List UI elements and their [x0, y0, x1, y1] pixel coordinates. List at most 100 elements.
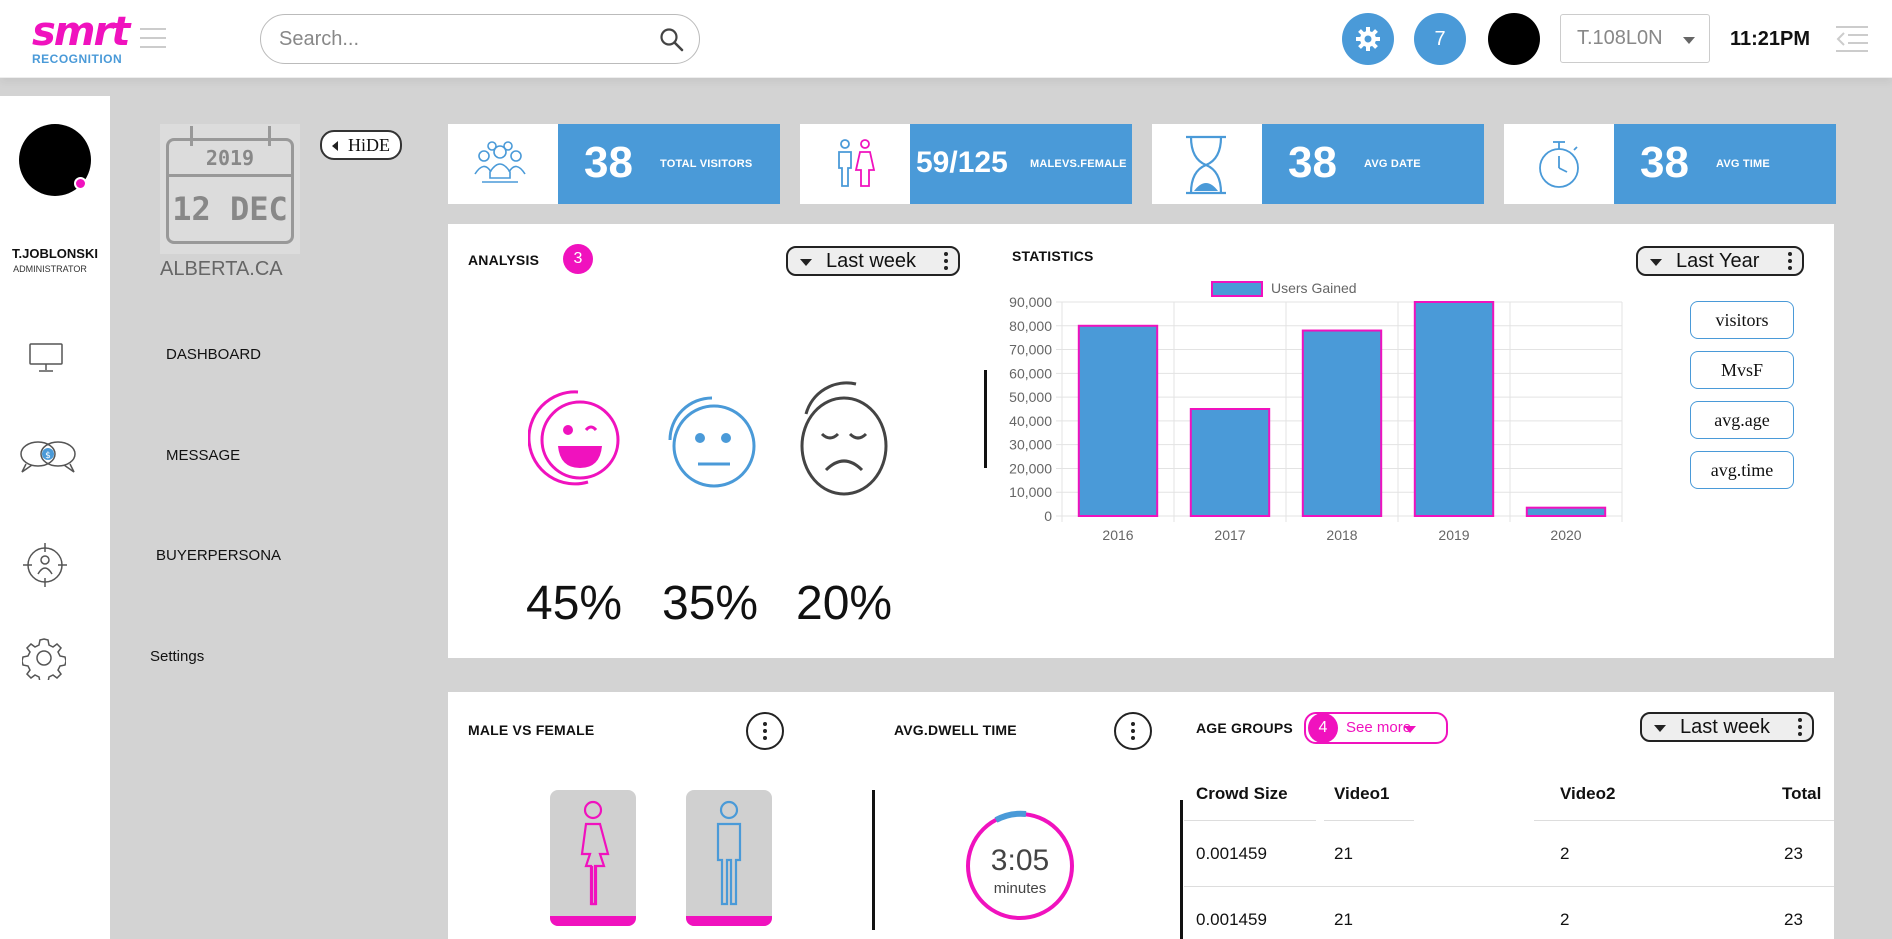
- mvsf-button[interactable]: MvsF: [1690, 351, 1794, 389]
- avg-age-button[interactable]: avg.age: [1690, 401, 1794, 439]
- user-avatar-button[interactable]: [1488, 13, 1540, 65]
- stat-value: 38: [584, 138, 633, 187]
- stat-card-male-female[interactable]: 59/125 MALEVS.FEMALE: [800, 124, 1132, 204]
- user-role: ADMINISTRATOR: [13, 264, 87, 274]
- bar[interactable]: [1189, 408, 1271, 517]
- user-select[interactable]: T.108L0N: [1560, 14, 1710, 63]
- statistics-filter-label: Last Year: [1676, 250, 1760, 272]
- analysis-title: ANALYSIS: [468, 252, 540, 268]
- user-name: T.JOBLONSKI: [12, 246, 98, 261]
- logo[interactable]: smrt RECOGNITION: [32, 9, 130, 66]
- menu-item-buyerpersona[interactable]: BUYERPERSONA: [156, 547, 282, 564]
- search-input[interactable]: [279, 25, 639, 53]
- avg-time-button[interactable]: avg.time: [1690, 451, 1794, 489]
- column-header[interactable]: Video1: [1334, 784, 1390, 803]
- calendar-year: 2019: [205, 146, 255, 170]
- hourglass-icon: [1182, 134, 1230, 201]
- target-person-icon[interactable]: [22, 542, 68, 593]
- y-tick-label: 0: [1044, 508, 1052, 524]
- caret-left-icon: [332, 141, 338, 151]
- gear-icon[interactable]: [21, 636, 67, 685]
- bar[interactable]: [1413, 301, 1495, 517]
- stat-card-avg-time[interactable]: 38 AVG TIME: [1504, 124, 1836, 204]
- statistics-filter-dropdown[interactable]: Last Year: [1636, 246, 1804, 276]
- neutral-percent: 35%: [662, 577, 759, 630]
- search-icon[interactable]: [659, 27, 685, 58]
- see-more-button[interactable]: See more: [1304, 712, 1448, 744]
- stat-card-total-visitors[interactable]: 38 TOTAL VISITORS: [448, 124, 780, 204]
- collapse-menu-icon[interactable]: [1834, 24, 1870, 59]
- divider: [872, 790, 875, 930]
- neutral-face-icon: [660, 388, 764, 503]
- monitor-icon[interactable]: [28, 342, 64, 379]
- hide-button[interactable]: HiDE: [320, 130, 402, 160]
- kebab-icon: [1798, 718, 1802, 739]
- y-tick-label: 30,000: [1009, 437, 1052, 453]
- x-tick-label: 2020: [1550, 527, 1581, 543]
- bottom-panel: MALE VS FEMALE AVG.DWELL TIME 3:05 minut…: [448, 692, 1834, 939]
- dwell-time-title: AVG.DWELL TIME: [894, 722, 1017, 738]
- gear-icon: [1356, 27, 1380, 51]
- avatar[interactable]: [19, 124, 91, 196]
- calendar-widget: 2019 12 DEC: [160, 124, 300, 254]
- y-tick-label: 20,000: [1009, 460, 1052, 476]
- stat-label: MALEVS.FEMALE: [1030, 158, 1127, 170]
- happy-percent: 45%: [526, 577, 623, 630]
- stat-value: 59/125: [916, 146, 1008, 179]
- dwell-time-value: 3:05: [990, 844, 1050, 877]
- menu-item-dashboard[interactable]: DASHBOARD: [166, 346, 262, 363]
- bar[interactable]: [1077, 324, 1159, 518]
- male-icon: [716, 800, 742, 906]
- column-header[interactable]: Crowd Size: [1196, 784, 1288, 803]
- logo-subtitle: RECOGNITION: [32, 52, 123, 66]
- kebab-icon: [763, 722, 767, 743]
- user-select-value: T.108L0N: [1577, 27, 1663, 49]
- column-header[interactable]: Total: [1782, 784, 1822, 803]
- menu-item-settings[interactable]: Settings: [150, 648, 205, 665]
- visitors-button[interactable]: visitors: [1690, 301, 1794, 339]
- table-cell: 21: [1334, 910, 1353, 929]
- chevron-down-icon: [1654, 725, 1666, 732]
- female-icon: [580, 800, 610, 906]
- dwell-time-menu-button[interactable]: [1114, 712, 1152, 750]
- chat-bubbles-icon[interactable]: $: [18, 436, 78, 481]
- age-groups-filter-dropdown[interactable]: Last week: [1640, 712, 1814, 742]
- table-cell: 23: [1784, 844, 1803, 863]
- column-header[interactable]: Video2: [1560, 784, 1616, 803]
- table-cell: 0.001459: [1196, 844, 1267, 863]
- table-cell: 21: [1334, 844, 1353, 863]
- x-tick-label: 2017: [1214, 527, 1245, 543]
- sad-face-icon: [792, 374, 896, 505]
- stat-label: TOTAL VISITORS: [660, 158, 753, 170]
- stat-card-avg-date[interactable]: 38 AVG DATE: [1152, 124, 1484, 204]
- statistics-title: STATISTICS: [1012, 248, 1094, 264]
- see-more-label: See more: [1346, 719, 1412, 736]
- legend-label[interactable]: Users Gained: [1271, 280, 1357, 296]
- age-groups-title: AGE GROUPS: [1196, 720, 1293, 736]
- stopwatch-icon: [1536, 138, 1582, 195]
- menu-item-message[interactable]: MESSAGE: [166, 447, 241, 464]
- kebab-icon: [944, 252, 948, 273]
- logo-text: smrt: [32, 9, 130, 55]
- chevron-down-icon: [1650, 259, 1662, 266]
- bar[interactable]: [1525, 506, 1607, 518]
- analysis-filter-dropdown[interactable]: Last week: [786, 246, 960, 276]
- male-bar: [686, 916, 772, 926]
- hamburger-icon[interactable]: [140, 28, 166, 55]
- table-cell: 23: [1784, 910, 1803, 929]
- female-bar: [550, 916, 636, 926]
- y-tick-label: 80,000: [1009, 318, 1052, 334]
- bar[interactable]: [1301, 329, 1383, 517]
- legend-swatch: [1211, 281, 1263, 297]
- divider: [984, 370, 987, 468]
- notifications-button[interactable]: 7: [1414, 13, 1466, 65]
- users-gained-chart: 2016 2017 2018 2019 2020 0 10,000 20,000 30,000…: [1009, 280, 1623, 543]
- male-female-menu-button[interactable]: [746, 712, 784, 750]
- y-tick-label: 60,000: [1009, 365, 1052, 381]
- settings-button[interactable]: [1342, 13, 1394, 65]
- x-tick-label: 2018: [1326, 527, 1357, 543]
- chevron-down-icon: [1404, 726, 1416, 733]
- y-tick-label: 40,000: [1009, 413, 1052, 429]
- kebab-icon: [1788, 252, 1792, 273]
- table-cell: 0.001459: [1196, 910, 1267, 929]
